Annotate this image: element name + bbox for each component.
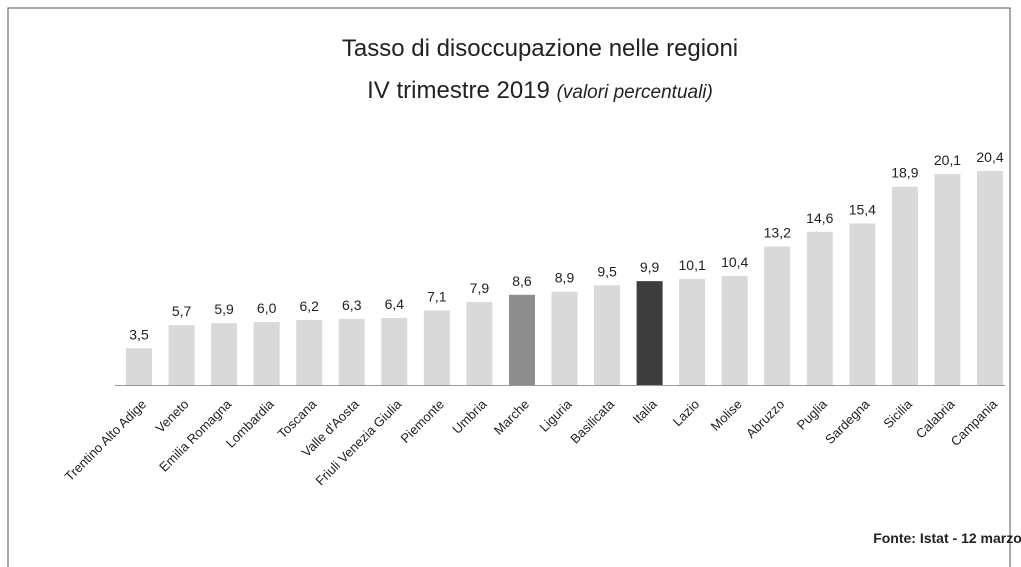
chart-title: Tasso di disoccupazione nelle regioni: [342, 35, 738, 62]
x-tick-label: Basilicata: [567, 396, 617, 446]
value-label: 10,1: [679, 257, 706, 273]
value-label: 3,5: [129, 326, 149, 342]
x-tick-label: Sicilia: [880, 396, 915, 431]
bar: [679, 279, 706, 385]
frame: [7, 7, 1011, 567]
value-label: 6,0: [257, 300, 277, 316]
value-label: 5,7: [172, 303, 192, 319]
value-label: 6,3: [342, 297, 362, 313]
x-tick-label: Italia: [630, 396, 661, 427]
value-label: 8,6: [512, 273, 532, 289]
x-tick-label: Abruzzo: [743, 397, 787, 441]
x-tick-label: Campania: [948, 396, 1001, 449]
bar: [849, 223, 876, 385]
bar: [551, 291, 578, 385]
x-tick-label: Lazio: [670, 397, 703, 430]
value-label: 7,9: [470, 280, 490, 296]
value-label: 8,9: [555, 270, 575, 286]
bar: [466, 302, 493, 385]
bar: [508, 294, 535, 385]
value-label: 20,1: [934, 152, 961, 168]
bar: [721, 275, 748, 385]
x-tick-label: Molise: [708, 397, 745, 434]
x-tick-label: Veneto: [152, 397, 191, 436]
bar: [636, 281, 663, 385]
bar: [423, 310, 450, 385]
value-label: 5,9: [214, 301, 234, 317]
bar: [338, 318, 365, 385]
bar: [253, 322, 280, 385]
x-tick-label: Emilia Romagna: [156, 396, 235, 475]
bar: [764, 246, 791, 385]
value-label: 9,9: [640, 259, 660, 275]
bar: [594, 285, 621, 385]
bar: [934, 174, 961, 385]
bar: [211, 323, 238, 385]
bar: [891, 186, 918, 385]
subtitle: IV trimestre 2019: [367, 77, 550, 104]
value-label: 13,2: [764, 225, 791, 241]
value-label: 6,2: [299, 298, 319, 314]
bar: [126, 348, 152, 385]
value-label: 15,4: [849, 201, 876, 217]
bar: [168, 325, 195, 385]
chart-subtitle: IV trimestre 2019 (valori percentuali): [367, 77, 713, 104]
x-tick-label: Liguria: [536, 396, 575, 435]
value-label: 10,4: [721, 254, 748, 270]
value-label: 9,5: [597, 263, 617, 279]
value-label: 6,4: [385, 296, 405, 312]
bar: [381, 317, 408, 385]
subtitle-note: (valori percentuali): [557, 82, 713, 103]
source: Fonte: Istat - 12 marzo 2020: [873, 530, 1021, 546]
x-tick-label: Sardegna: [822, 396, 873, 447]
x-tick-label: Trentino Alto Adige: [62, 397, 149, 484]
bar: [806, 231, 833, 385]
x-tick-label: Umbria: [449, 396, 490, 437]
value-label: 7,1: [427, 289, 447, 305]
bar: [296, 319, 323, 385]
x-tick-label: Marche: [491, 397, 532, 438]
value-label: 18,9: [891, 165, 918, 181]
bar: [977, 171, 1003, 385]
value-label: 20,4: [976, 149, 1003, 165]
x-tick-label: Puglia: [794, 396, 831, 433]
x-tick-label: Piemonte: [398, 397, 447, 446]
value-label: 14,6: [806, 210, 833, 226]
